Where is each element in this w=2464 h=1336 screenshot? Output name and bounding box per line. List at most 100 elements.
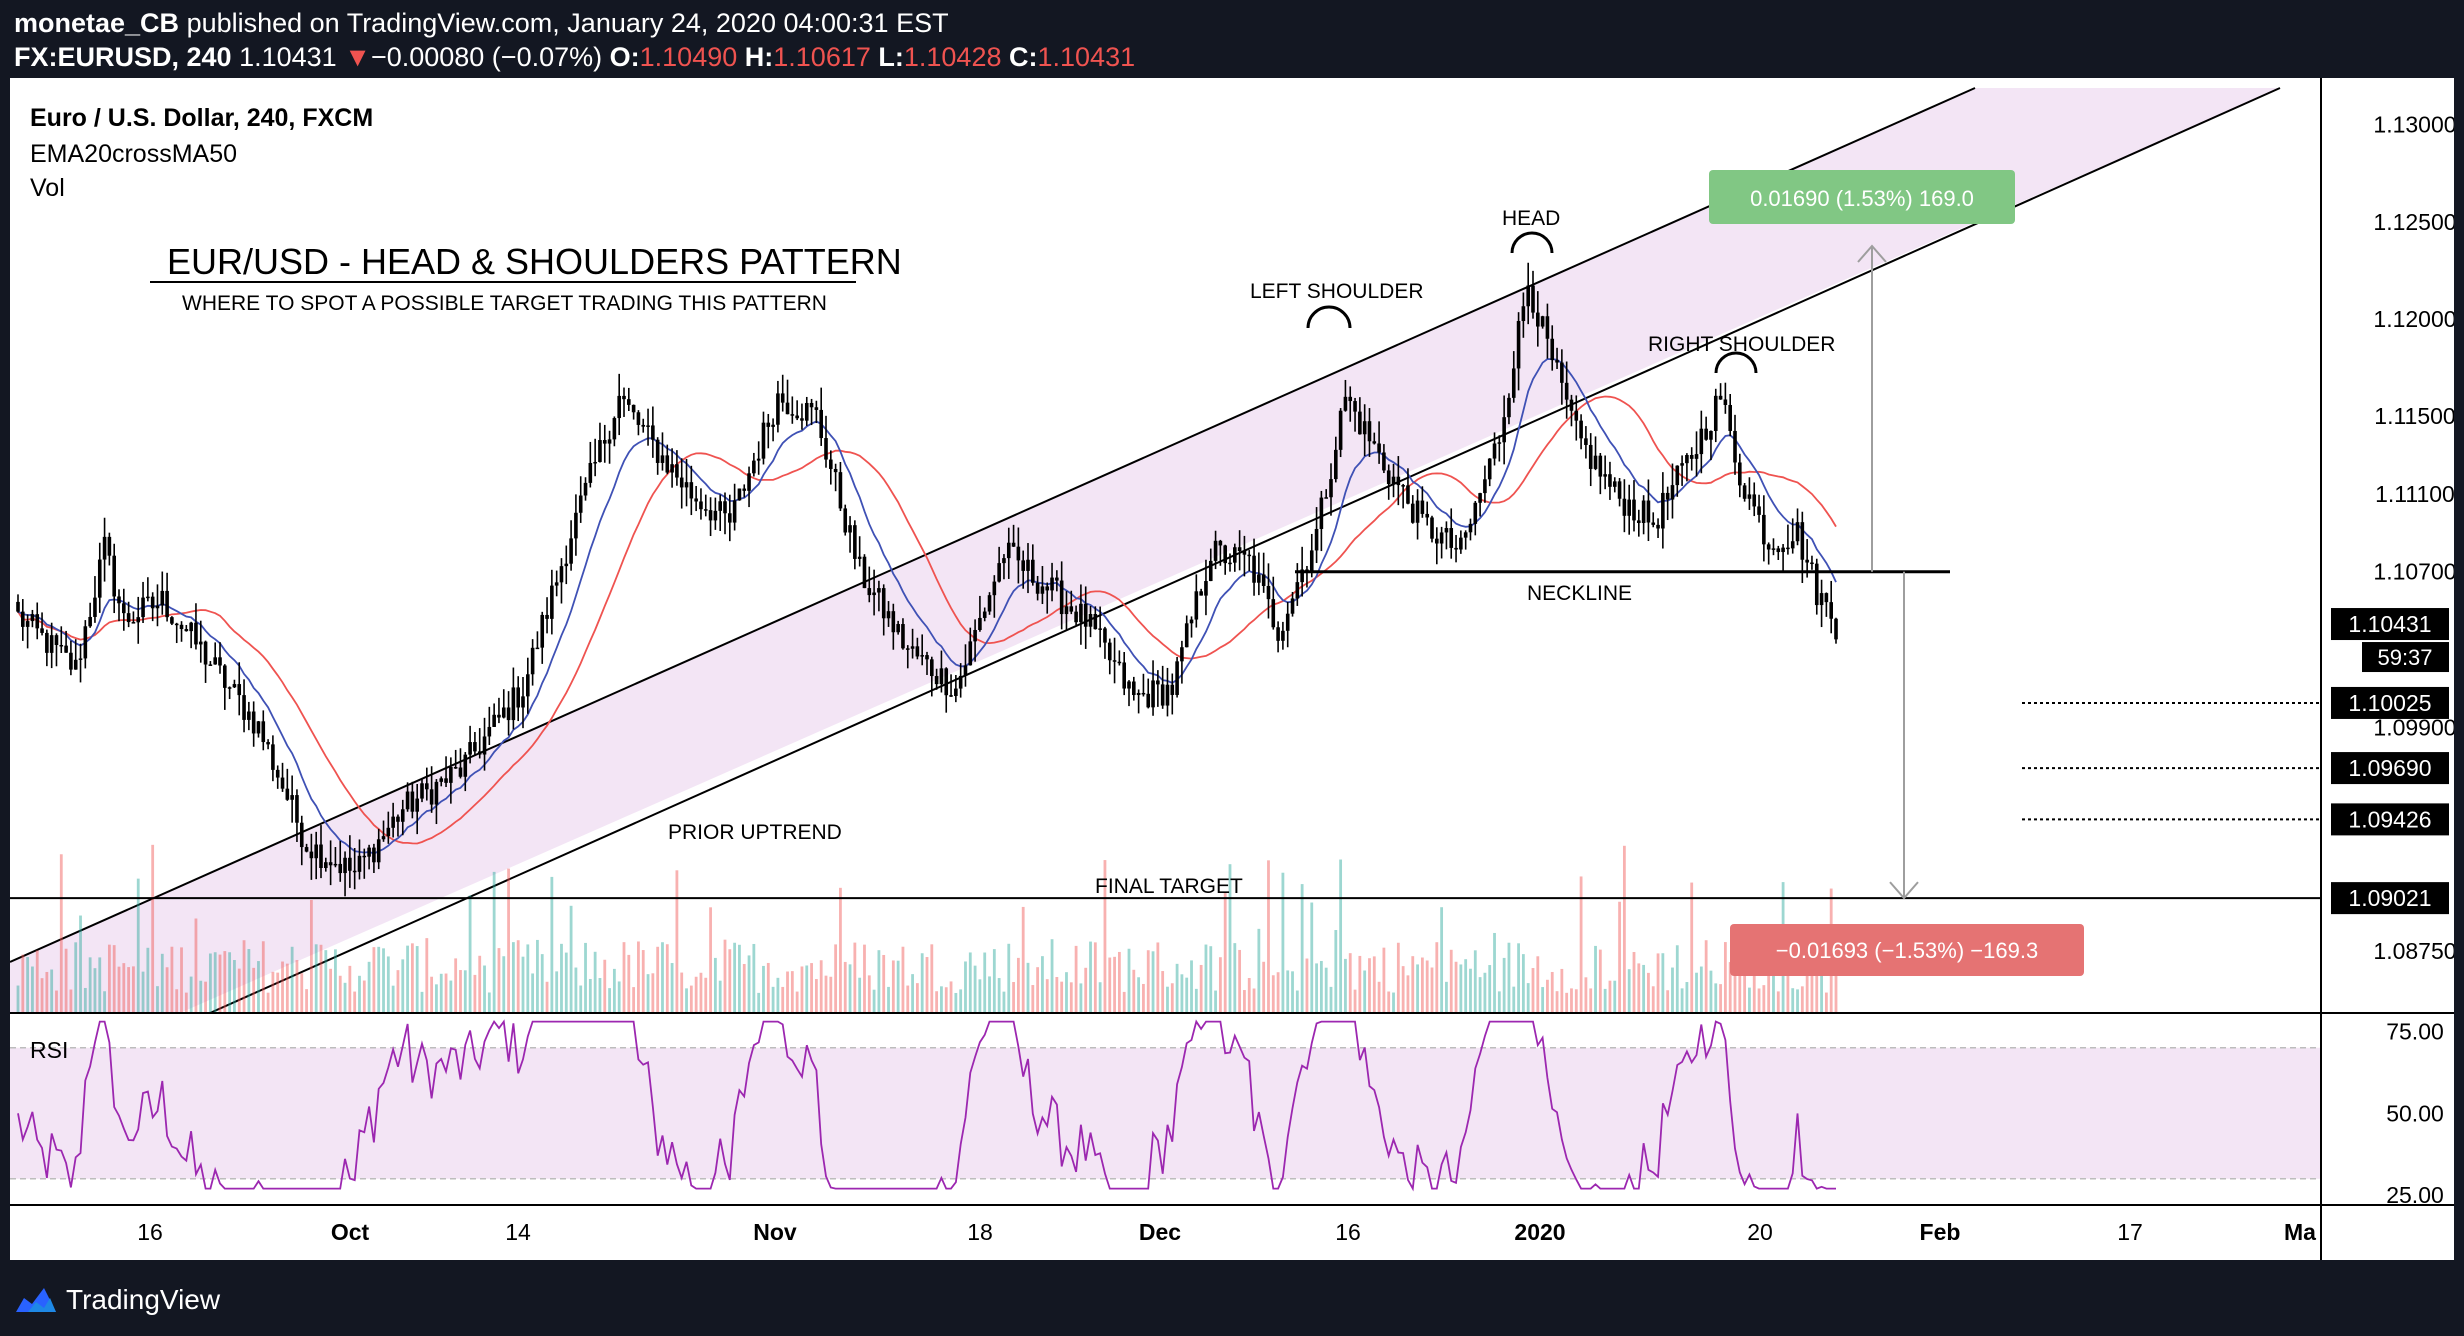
measure-down-text: −0.01693 (−1.53%) −169.3 — [1776, 938, 2038, 963]
volume-bar — [612, 968, 616, 1013]
candle-body — [925, 655, 929, 660]
time-axis[interactable]: 16 Oct 14 Nov 18 Dec 16 2020 20 Feb 17 Ma — [137, 1219, 2316, 1245]
volume-bar — [733, 942, 737, 1013]
low-value: 1.10428 — [903, 42, 1002, 72]
candle-body — [829, 459, 833, 469]
price-axis[interactable]: 1.13000 1.12500 1.12000 1.11500 1.11100 1.107… — [2331, 112, 2457, 1209]
volume-bar — [26, 957, 30, 1013]
price-tick-label: 1.12000 — [2373, 306, 2454, 332]
candle-body — [679, 477, 684, 488]
candle-body — [439, 778, 444, 782]
candle-body — [670, 464, 674, 473]
candle-body — [256, 721, 261, 734]
publisher-name[interactable]: monetae_CB — [14, 8, 180, 38]
volume-bar — [1108, 957, 1112, 1013]
candle-body — [1829, 602, 1833, 619]
candle-body — [655, 439, 660, 463]
candle-body — [64, 645, 68, 653]
candle-body — [88, 616, 92, 627]
volume-bar — [1315, 963, 1318, 1013]
candle-body — [819, 409, 823, 439]
volume-bar — [1685, 982, 1689, 1013]
chart-svg[interactable]: Euro / U.S. Dollar, 240, FXCM EMA20cross… — [9, 78, 2457, 1260]
volume-bar — [608, 988, 611, 1013]
volume-bar — [401, 959, 405, 1013]
candle-body — [1228, 562, 1232, 565]
candle-body — [1459, 537, 1463, 550]
candle-body — [155, 605, 160, 609]
volume-bar — [497, 948, 501, 1013]
candle-body — [881, 588, 886, 619]
volume-bar — [1642, 964, 1646, 1013]
volume-bar — [295, 960, 299, 1013]
volume-bar — [271, 971, 275, 1013]
tradingview-brand[interactable]: TradingView — [66, 1284, 221, 1315]
volume-bar — [45, 971, 49, 1013]
candle-body — [1204, 581, 1208, 596]
volume-bar — [954, 992, 958, 1013]
volume-bar — [1300, 884, 1304, 1013]
volume-bar — [1142, 983, 1145, 1013]
candle-body — [545, 614, 549, 619]
volume-bar — [1579, 876, 1583, 1013]
measure-down-box[interactable] — [1730, 924, 2084, 976]
candle-body — [223, 665, 227, 688]
volume-bar — [1709, 970, 1713, 1013]
chart-container[interactable]: Euro / U.S. Dollar, 240, FXCM EMA20cross… — [9, 78, 2457, 1260]
volume-bar — [992, 949, 996, 1013]
volume-bar — [1497, 991, 1501, 1013]
volume-bar — [978, 979, 982, 1013]
candle-body — [1348, 396, 1353, 402]
volume-bar — [1238, 949, 1242, 1013]
volume-bar — [1454, 961, 1458, 1013]
candle-body — [468, 742, 472, 755]
candle-body — [1709, 430, 1713, 440]
candle-body — [1309, 550, 1314, 571]
high-label: H: — [744, 42, 774, 72]
volume-bar — [896, 960, 900, 1013]
rsi-label[interactable]: RSI — [30, 1037, 68, 1063]
volume-bar — [358, 975, 361, 1013]
candle-body — [997, 563, 1001, 582]
volume-bar — [502, 956, 506, 1013]
volume-bar — [1252, 988, 1256, 1013]
candle-body — [1160, 684, 1165, 706]
volume-bar — [1060, 981, 1064, 1013]
level-price-label: 1.09426 — [2348, 806, 2431, 832]
volume-bar — [1420, 957, 1424, 1013]
candle-body — [376, 839, 381, 863]
candle-body — [776, 393, 780, 425]
candle-body — [487, 726, 492, 737]
volume-bar — [1036, 967, 1040, 1013]
candle-body — [348, 857, 352, 871]
candle-body — [574, 512, 578, 539]
volume-bar — [334, 949, 337, 1013]
legend-indicator[interactable]: EMA20crossMA50 — [30, 140, 237, 168]
volume-bar — [771, 986, 775, 1013]
candle-body — [1786, 547, 1790, 550]
volume-bar — [1541, 987, 1545, 1013]
candle-body — [1728, 404, 1732, 431]
volume-bar — [1310, 902, 1314, 1013]
legend-volume[interactable]: Vol — [30, 174, 65, 202]
volume-bar — [487, 992, 491, 1013]
volume-bar — [834, 944, 838, 1013]
volume-bar — [141, 971, 145, 1013]
volume-bar — [776, 977, 780, 1013]
volume-bar — [944, 987, 948, 1013]
candle-body — [1762, 514, 1766, 545]
volume-bar — [1103, 860, 1107, 1013]
candle-body — [1675, 465, 1680, 486]
volume-bar — [622, 942, 626, 1013]
candle-body — [1189, 619, 1194, 624]
candle-body — [843, 508, 848, 533]
volume-bar — [136, 878, 140, 1013]
volume-bar — [430, 976, 434, 1013]
volume-bar — [31, 966, 34, 1013]
volume-bar — [747, 955, 751, 1013]
candle-body — [867, 588, 872, 596]
measure-up-box[interactable] — [1709, 170, 2015, 224]
candle-body — [694, 498, 698, 502]
candle-body — [833, 468, 838, 473]
volume-bar — [425, 938, 429, 1013]
